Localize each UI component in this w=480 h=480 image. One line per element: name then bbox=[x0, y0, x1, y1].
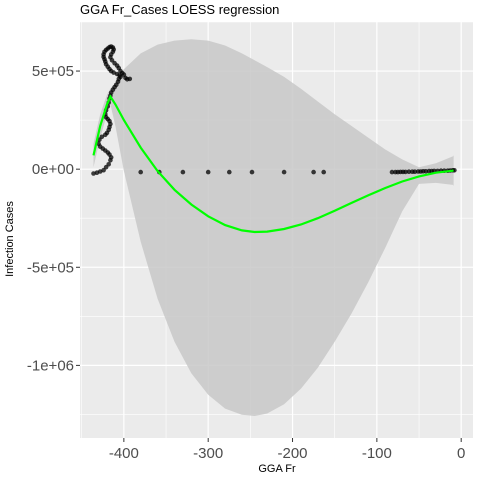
data-point bbox=[389, 169, 395, 175]
data-point bbox=[99, 134, 105, 140]
x-axis-title: GGA Fr bbox=[258, 463, 296, 475]
data-point bbox=[249, 169, 255, 175]
data-point bbox=[127, 76, 133, 82]
x-tick-label: -200 bbox=[278, 445, 308, 462]
data-point bbox=[406, 169, 412, 174]
data-point bbox=[281, 169, 287, 175]
y-axis-title: Infection Cases bbox=[4, 201, 16, 277]
data-point bbox=[180, 169, 186, 175]
data-point bbox=[311, 169, 316, 175]
data-point bbox=[412, 169, 418, 174]
x-tick-label: 0 bbox=[457, 445, 465, 462]
x-tick-label: -400 bbox=[109, 445, 139, 462]
x-axis-ticks: -400 -300 -200 -100 0 bbox=[109, 438, 465, 462]
y-tick-label: -1e+06 bbox=[27, 357, 74, 374]
data-point bbox=[227, 169, 232, 175]
chart-title: GGA Fr_Cases LOESS regression bbox=[80, 2, 279, 17]
loess-smooth-line bbox=[92, 94, 454, 234]
confidence-band bbox=[93, 39, 454, 417]
y-tick-label: 0e+00 bbox=[32, 161, 74, 178]
data-point bbox=[423, 169, 429, 174]
data-point bbox=[205, 169, 211, 175]
y-tick-label: 5e+05 bbox=[32, 63, 74, 80]
y-axis-ticks: 5e+05 0e+00 -5e+05 -1e+06 bbox=[27, 63, 80, 374]
y-tick-label: -5e+05 bbox=[27, 259, 74, 276]
data-point bbox=[403, 169, 408, 175]
data-point bbox=[321, 169, 327, 175]
data-point bbox=[106, 162, 111, 167]
x-tick-label: -300 bbox=[193, 445, 223, 462]
data-point bbox=[138, 169, 143, 175]
x-tick-label: -100 bbox=[362, 445, 392, 462]
